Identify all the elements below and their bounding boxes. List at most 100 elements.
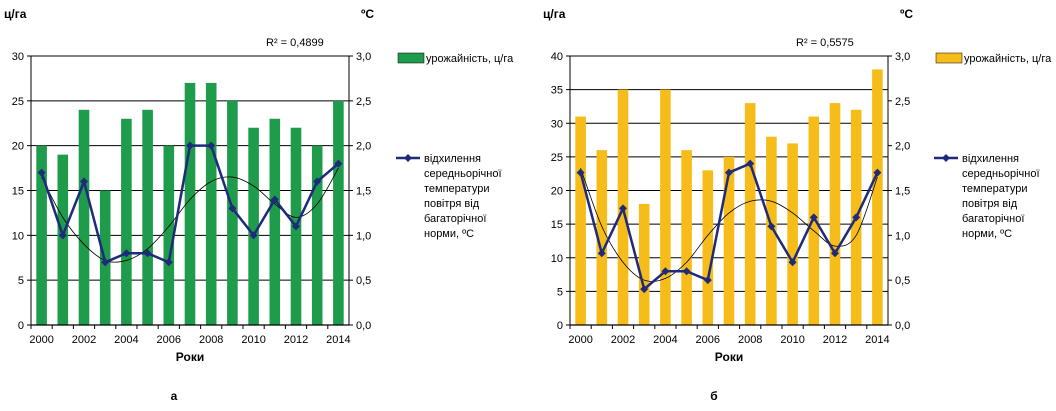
x-tick-label: 2000 xyxy=(29,334,53,346)
y2-tick-label: 0,0 xyxy=(356,320,371,332)
line-marker xyxy=(80,177,88,186)
bar xyxy=(142,109,153,325)
bar xyxy=(184,82,196,326)
y-tick-label: 40 xyxy=(551,51,563,63)
line-marker xyxy=(292,222,300,231)
bar xyxy=(829,103,841,325)
chart-a: 0 5 10 15 20 25 30 0,0 0,5 1,0 1,5 2,0 2,5 3,0 2000 200… xyxy=(4,7,514,403)
bar xyxy=(333,100,344,325)
x-tick-label: 2004 xyxy=(114,334,138,346)
bar xyxy=(57,154,69,325)
legend-label-line-part: температури xyxy=(962,183,1027,195)
y2-tick-label: 2,0 xyxy=(895,141,910,153)
bar xyxy=(269,118,281,326)
x-tick-label: 2008 xyxy=(199,334,223,346)
legend-label-line-part: відхилення xyxy=(962,153,1019,165)
bar xyxy=(36,145,47,325)
x-tick-label: 2002 xyxy=(72,334,96,346)
chart-caption: а xyxy=(171,389,178,403)
legend-label-line-part: норми, ºС xyxy=(962,228,1012,240)
r-squared-label: R² = 0,5575 xyxy=(796,37,854,49)
x-tick-label: 2002 xyxy=(611,334,635,346)
y-tick-label: 15 xyxy=(551,219,563,231)
trend-line xyxy=(41,167,339,263)
bar xyxy=(744,103,756,325)
line-marker xyxy=(37,168,46,177)
line-marker xyxy=(682,267,691,276)
line-marker xyxy=(101,258,110,267)
y-tick-label: 20 xyxy=(551,186,563,198)
legend-label-line-part: середньорічної xyxy=(424,168,502,180)
bar xyxy=(78,109,90,325)
y-tick-label: 5 xyxy=(18,275,24,287)
legend-label-line-part: багаторічної xyxy=(962,213,1024,225)
bar xyxy=(787,143,798,325)
line-marker xyxy=(619,204,627,213)
legend-label-line-part: повітря від xyxy=(962,198,1018,210)
legend-label-line-part: температури xyxy=(424,183,489,195)
bar xyxy=(248,127,259,325)
y2-tick-label: 2,5 xyxy=(356,96,371,108)
line-marker xyxy=(164,258,173,267)
bar xyxy=(766,136,777,325)
y-tick-label: 35 xyxy=(551,85,563,97)
y-tick-label: 5 xyxy=(557,286,563,298)
legend-swatch-bar xyxy=(935,52,963,64)
line-marker xyxy=(661,267,670,276)
y2-tick-label: 0,5 xyxy=(356,275,371,287)
bar xyxy=(575,116,586,326)
legend-label-bar: урожайність, ц/га xyxy=(964,53,1052,65)
y2-tick-label: 1,0 xyxy=(895,230,910,242)
legend-label-line-part: середньорічної xyxy=(962,168,1040,180)
bar xyxy=(702,170,714,325)
legend-label-line-part: повітря від xyxy=(424,198,480,210)
line-marker xyxy=(640,285,649,294)
legend-label-line-part: багаторічної xyxy=(424,213,486,225)
bar xyxy=(660,89,671,325)
right-unit-label: ºС xyxy=(361,7,374,21)
y2-tick-label: 1,0 xyxy=(356,230,371,242)
x-tick-label: 2012 xyxy=(823,334,847,346)
x-tick-label: 2010 xyxy=(241,334,265,346)
x-axis-title: Роки xyxy=(715,350,743,364)
line-marker xyxy=(58,231,67,240)
y2-tick-label: 1,5 xyxy=(895,186,910,198)
x-tick-label: 2010 xyxy=(780,334,804,346)
x-axis-title: Роки xyxy=(176,350,204,364)
legend-label-line-part: норми, ºС xyxy=(424,228,474,240)
line-marker xyxy=(725,168,733,177)
x-tick-label: 2000 xyxy=(568,334,592,346)
left-unit-label: ц/га xyxy=(4,7,27,21)
bar xyxy=(596,150,608,325)
line-marker xyxy=(597,249,606,258)
line-marker xyxy=(703,276,712,285)
x-tick-label: 2008 xyxy=(738,334,762,346)
x-tick-label: 2006 xyxy=(157,334,181,346)
y2-tick-label: 3,0 xyxy=(895,51,910,63)
legend-swatch-marker xyxy=(404,154,412,162)
y-tick-label: 0 xyxy=(557,320,563,332)
line-marker xyxy=(831,249,839,258)
chart-caption: б xyxy=(710,389,717,403)
legend-label-line: відхилення середньорічної температури повіт… xyxy=(962,153,1040,240)
line-marker xyxy=(249,231,258,240)
line-marker xyxy=(746,159,755,168)
y-tick-label: 0 xyxy=(18,320,24,332)
x-tick-label: 2006 xyxy=(696,334,720,346)
x-tick-label: 2012 xyxy=(284,334,308,346)
right-unit-label: ºС xyxy=(900,7,913,21)
line-marker xyxy=(767,222,776,231)
line-marker xyxy=(852,213,861,222)
line-marker xyxy=(334,159,343,168)
line-marker xyxy=(228,204,237,213)
legend-label-line: відхилення середньорічної температури повіт… xyxy=(424,153,502,240)
line-marker xyxy=(143,249,152,258)
bar xyxy=(205,82,217,326)
y2-tick-label: 2,5 xyxy=(895,96,910,108)
y2-tick-label: 0,0 xyxy=(895,320,910,332)
line-marker xyxy=(270,195,279,204)
y2-tick-label: 3,0 xyxy=(356,51,371,63)
bar xyxy=(723,156,735,325)
y-tick-label: 25 xyxy=(551,152,563,164)
legend-swatch-marker xyxy=(942,154,950,162)
